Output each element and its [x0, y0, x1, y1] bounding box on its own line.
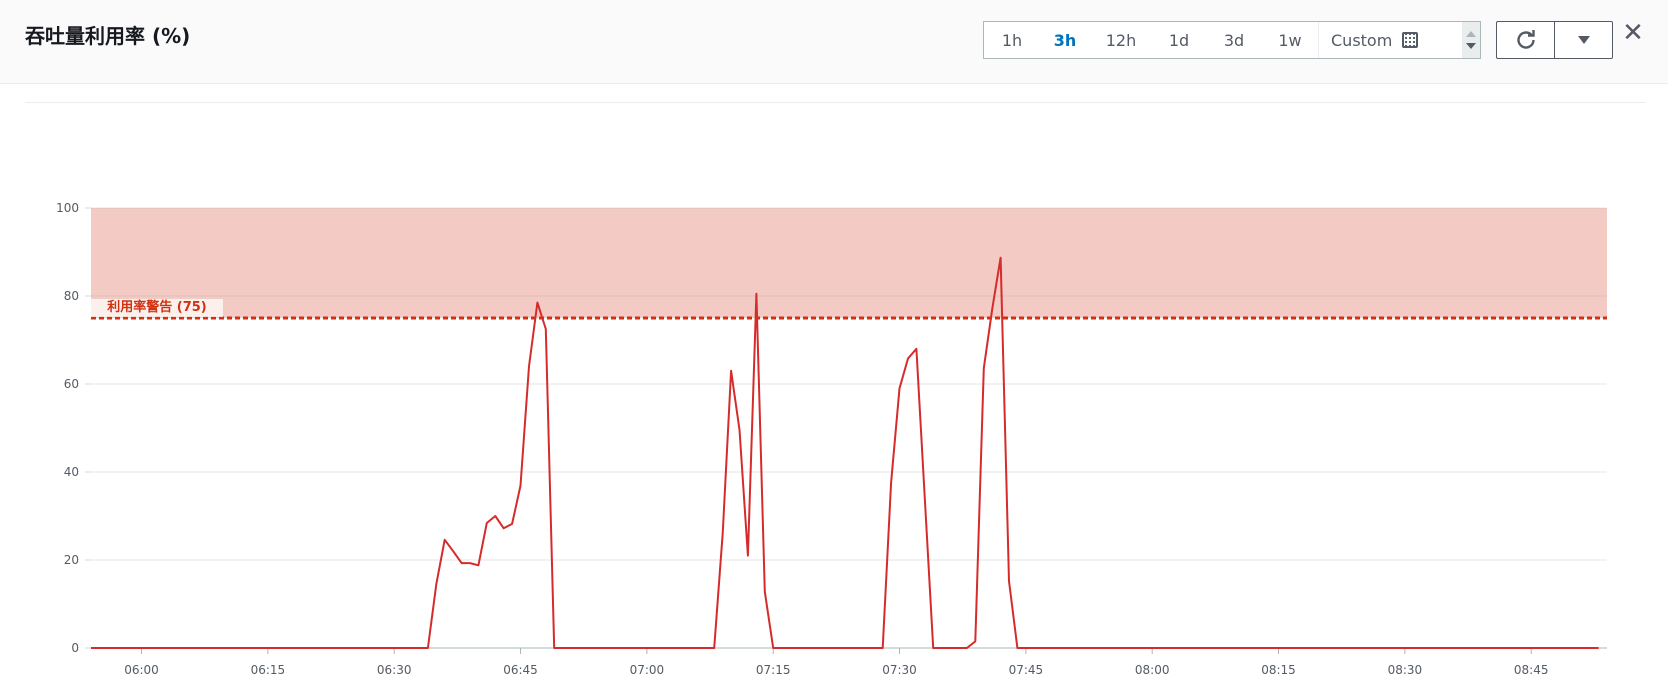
x-tick-label: 06:15 [251, 663, 286, 677]
widget-title: 吞吐量利用率 (%) [25, 24, 191, 48]
widget-header: 吞吐量利用率 (%) 1h 3h 12h 1d 3d 1w Custom ✕ [0, 0, 1668, 84]
time-range-selector: 1h 3h 12h 1d 3d 1w Custom [983, 21, 1481, 59]
refresh-button[interactable] [1497, 22, 1554, 58]
range-1h[interactable]: 1h [1001, 30, 1023, 50]
x-tick-label: 06:30 [377, 663, 412, 677]
range-custom[interactable]: Custom [1318, 22, 1430, 58]
x-tick-label: 07:30 [882, 663, 917, 677]
refresh-icon [1516, 30, 1535, 49]
range-spinner[interactable] [1462, 22, 1480, 58]
x-tick-label: 08:15 [1261, 663, 1296, 677]
divider [25, 102, 1646, 103]
y-tick-label: 0 [71, 641, 79, 655]
caret-down-icon [1577, 36, 1590, 44]
spinner-down-icon[interactable] [1466, 43, 1476, 49]
x-tick-label: 06:45 [503, 663, 538, 677]
x-tick-label: 06:00 [124, 663, 159, 677]
range-3h[interactable]: 3h [1053, 30, 1077, 50]
x-tick-label: 07:15 [756, 663, 791, 677]
series-line [91, 256, 1599, 649]
range-12h[interactable]: 12h [1105, 30, 1137, 50]
y-tick-label: 100 [56, 201, 79, 215]
x-tick-label: 08:30 [1388, 663, 1423, 677]
y-tick-label: 40 [64, 465, 79, 479]
threshold-band [91, 208, 1607, 318]
close-icon[interactable]: ✕ [1622, 18, 1644, 48]
y-tick-label: 60 [64, 377, 79, 391]
x-tick-label: 07:00 [630, 663, 665, 677]
x-tick-label: 07:45 [1009, 663, 1044, 677]
x-tick-label: 08:00 [1135, 663, 1170, 677]
spinner-up-icon[interactable] [1466, 31, 1476, 37]
custom-label: Custom [1331, 30, 1393, 50]
range-3d[interactable]: 3d [1223, 30, 1245, 50]
calendar-icon [1402, 32, 1419, 48]
x-tick-label: 08:45 [1514, 663, 1549, 677]
refresh-button-group [1496, 21, 1613, 59]
y-tick-label: 20 [64, 553, 79, 567]
range-1w[interactable]: 1w [1278, 30, 1302, 50]
refresh-options-dropdown[interactable] [1554, 22, 1612, 58]
y-tick-label: 80 [64, 289, 79, 303]
threshold-label: 利用率警告 (75) [91, 299, 223, 317]
range-1d[interactable]: 1d [1168, 30, 1190, 50]
